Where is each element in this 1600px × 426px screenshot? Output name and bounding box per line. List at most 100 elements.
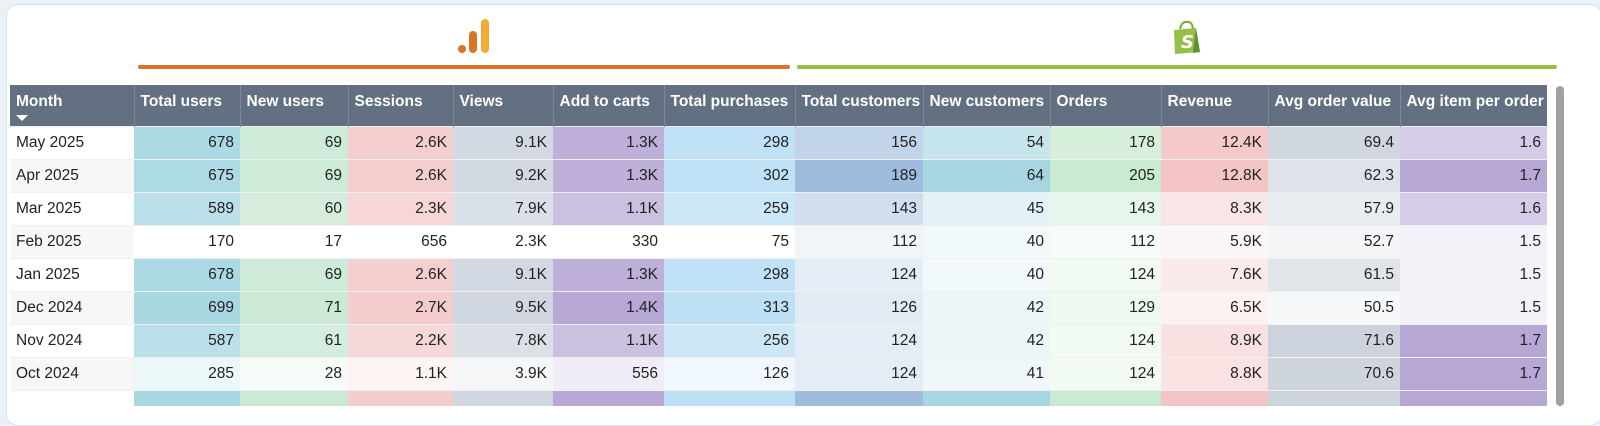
column-header-label: Add to carts [559,93,650,110]
metric-cell: 587 [134,323,240,357]
metric-cell: 298 [664,125,795,159]
metric-cell: 1.7 [1400,323,1547,357]
column-header-label: Total customers [801,93,921,110]
google-analytics-divider [138,65,790,69]
month-cell [10,389,134,406]
metric-cell: 71 [240,290,348,324]
metric-cell [240,389,348,406]
table-row: Apr 2025 675 69 2.6K 9.2K 1.3K 302 189 64 205 12.8… [10,158,1547,192]
metric-cell: 124 [1050,356,1161,390]
column-header-new-customers[interactable]: New customers [923,85,1051,126]
column-header-orders[interactable]: Orders [1050,85,1162,126]
metric-cell: 143 [795,191,923,225]
vertical-scrollbar[interactable] [1556,86,1564,406]
metric-cell: 1.4K [553,290,664,324]
column-header-new-users[interactable]: New users [240,85,349,126]
metric-cell [553,389,664,406]
column-header-month[interactable]: Month [10,85,135,126]
metric-cell: 1.7 [1400,356,1547,390]
column-header-add-to-carts[interactable]: Add to carts [553,85,665,126]
metric-cell: 302 [664,158,795,192]
metric-cell: 1.6 [1400,191,1547,225]
metric-cell: 64 [923,158,1050,192]
metric-cell [134,389,240,406]
column-header-sessions[interactable]: Sessions [348,85,454,126]
sort-descending-icon[interactable] [16,115,28,121]
metric-cell: 52.7 [1268,224,1400,258]
table-row: Dec 2024 699 71 2.7K 9.5K 1.4K 313 126 42 129 6.5K… [10,290,1547,324]
metric-cell: 69.4 [1268,125,1400,159]
metric-cell: 69 [240,125,348,159]
metric-cell: 259 [664,191,795,225]
metric-cell: 1.1K [553,323,664,357]
column-header-total-purchases[interactable]: Total purchases [664,85,796,126]
metric-cell: 61 [240,323,348,357]
column-header-total-users[interactable]: Total users [134,85,241,126]
month-cell: Dec 2024 [10,290,134,324]
column-header-label: Revenue [1167,93,1233,110]
metric-cell: 678 [134,257,240,291]
metric-cell: 330 [553,224,664,258]
month-cell: Apr 2025 [10,158,134,192]
metric-cell: 42 [923,290,1050,324]
metric-cell: 124 [1050,323,1161,357]
metric-cell: 2.3K [348,191,453,225]
table-row: Feb 2025 170 17 656 2.3K 330 75 112 40 112 5.9K 52.… [10,224,1547,258]
column-header-avg-order-value[interactable]: Avg order value [1268,85,1401,126]
month-cell: Nov 2024 [10,323,134,357]
column-header-label: Total users [140,93,223,110]
metric-cell: 126 [795,290,923,324]
metric-cell: 71.6 [1268,323,1400,357]
metric-cell: 28 [240,356,348,390]
metric-cell: 699 [134,290,240,324]
metric-cell: 1.3K [553,257,664,291]
column-header-revenue[interactable]: Revenue [1161,85,1269,126]
metric-cell: 1.5 [1400,257,1547,291]
metric-cell: 126 [664,356,795,390]
metric-cell: 8.9K [1161,323,1268,357]
metric-cell: 70.6 [1268,356,1400,390]
metric-cell: 205 [1050,158,1161,192]
month-cell: Mar 2025 [10,191,134,225]
metric-cell: 7.9K [453,191,553,225]
metric-cell: 9.2K [453,158,553,192]
metric-cell: 589 [134,191,240,225]
metric-cell: 62.3 [1268,158,1400,192]
metric-cell: 45 [923,191,1050,225]
metric-cell: 129 [1050,290,1161,324]
metric-cell: 5.9K [1161,224,1268,258]
metric-cell: 1.3K [553,125,664,159]
column-header-views[interactable]: Views [453,85,554,126]
metric-cell: 178 [1050,125,1161,159]
metric-cell: 54 [923,125,1050,159]
metric-cell: 69 [240,257,348,291]
metric-cell: 41 [923,356,1050,390]
metric-cell: 60 [240,191,348,225]
shopify-divider [797,65,1557,69]
table-row [10,389,1547,406]
metric-cell: 170 [134,224,240,258]
metric-cell: 7.6K [1161,257,1268,291]
metric-cell [923,389,1050,406]
column-header-label: Sessions [354,93,423,110]
metrics-table: Month Total users New users Sessions Views Ad… [10,85,1547,406]
metric-cell: 124 [795,356,923,390]
metric-cell: 1.6 [1400,125,1547,159]
month-cell: May 2025 [10,125,134,159]
metric-cell: 2.6K [348,158,453,192]
metric-cell: 112 [1050,224,1161,258]
column-header-total-customers[interactable]: Total customers [795,85,924,126]
metric-cell: 42 [923,323,1050,357]
table-row: Nov 2024 587 61 2.2K 7.8K 1.1K 256 124 42 124 8.9K… [10,323,1547,357]
metric-cell: 313 [664,290,795,324]
metric-cell: 7.8K [453,323,553,357]
table-row: Mar 2025 589 60 2.3K 7.9K 1.1K 259 143 45 143 8.3K… [10,191,1547,225]
metric-cell: 143 [1050,191,1161,225]
svg-text:S: S [1181,32,1194,53]
metric-cell: 112 [795,224,923,258]
column-header-avg-item-per-order[interactable]: Avg item per order [1400,85,1547,126]
month-cell: Jan 2025 [10,257,134,291]
metric-cell: 675 [134,158,240,192]
metric-cell [664,389,795,406]
metric-cell: 298 [664,257,795,291]
